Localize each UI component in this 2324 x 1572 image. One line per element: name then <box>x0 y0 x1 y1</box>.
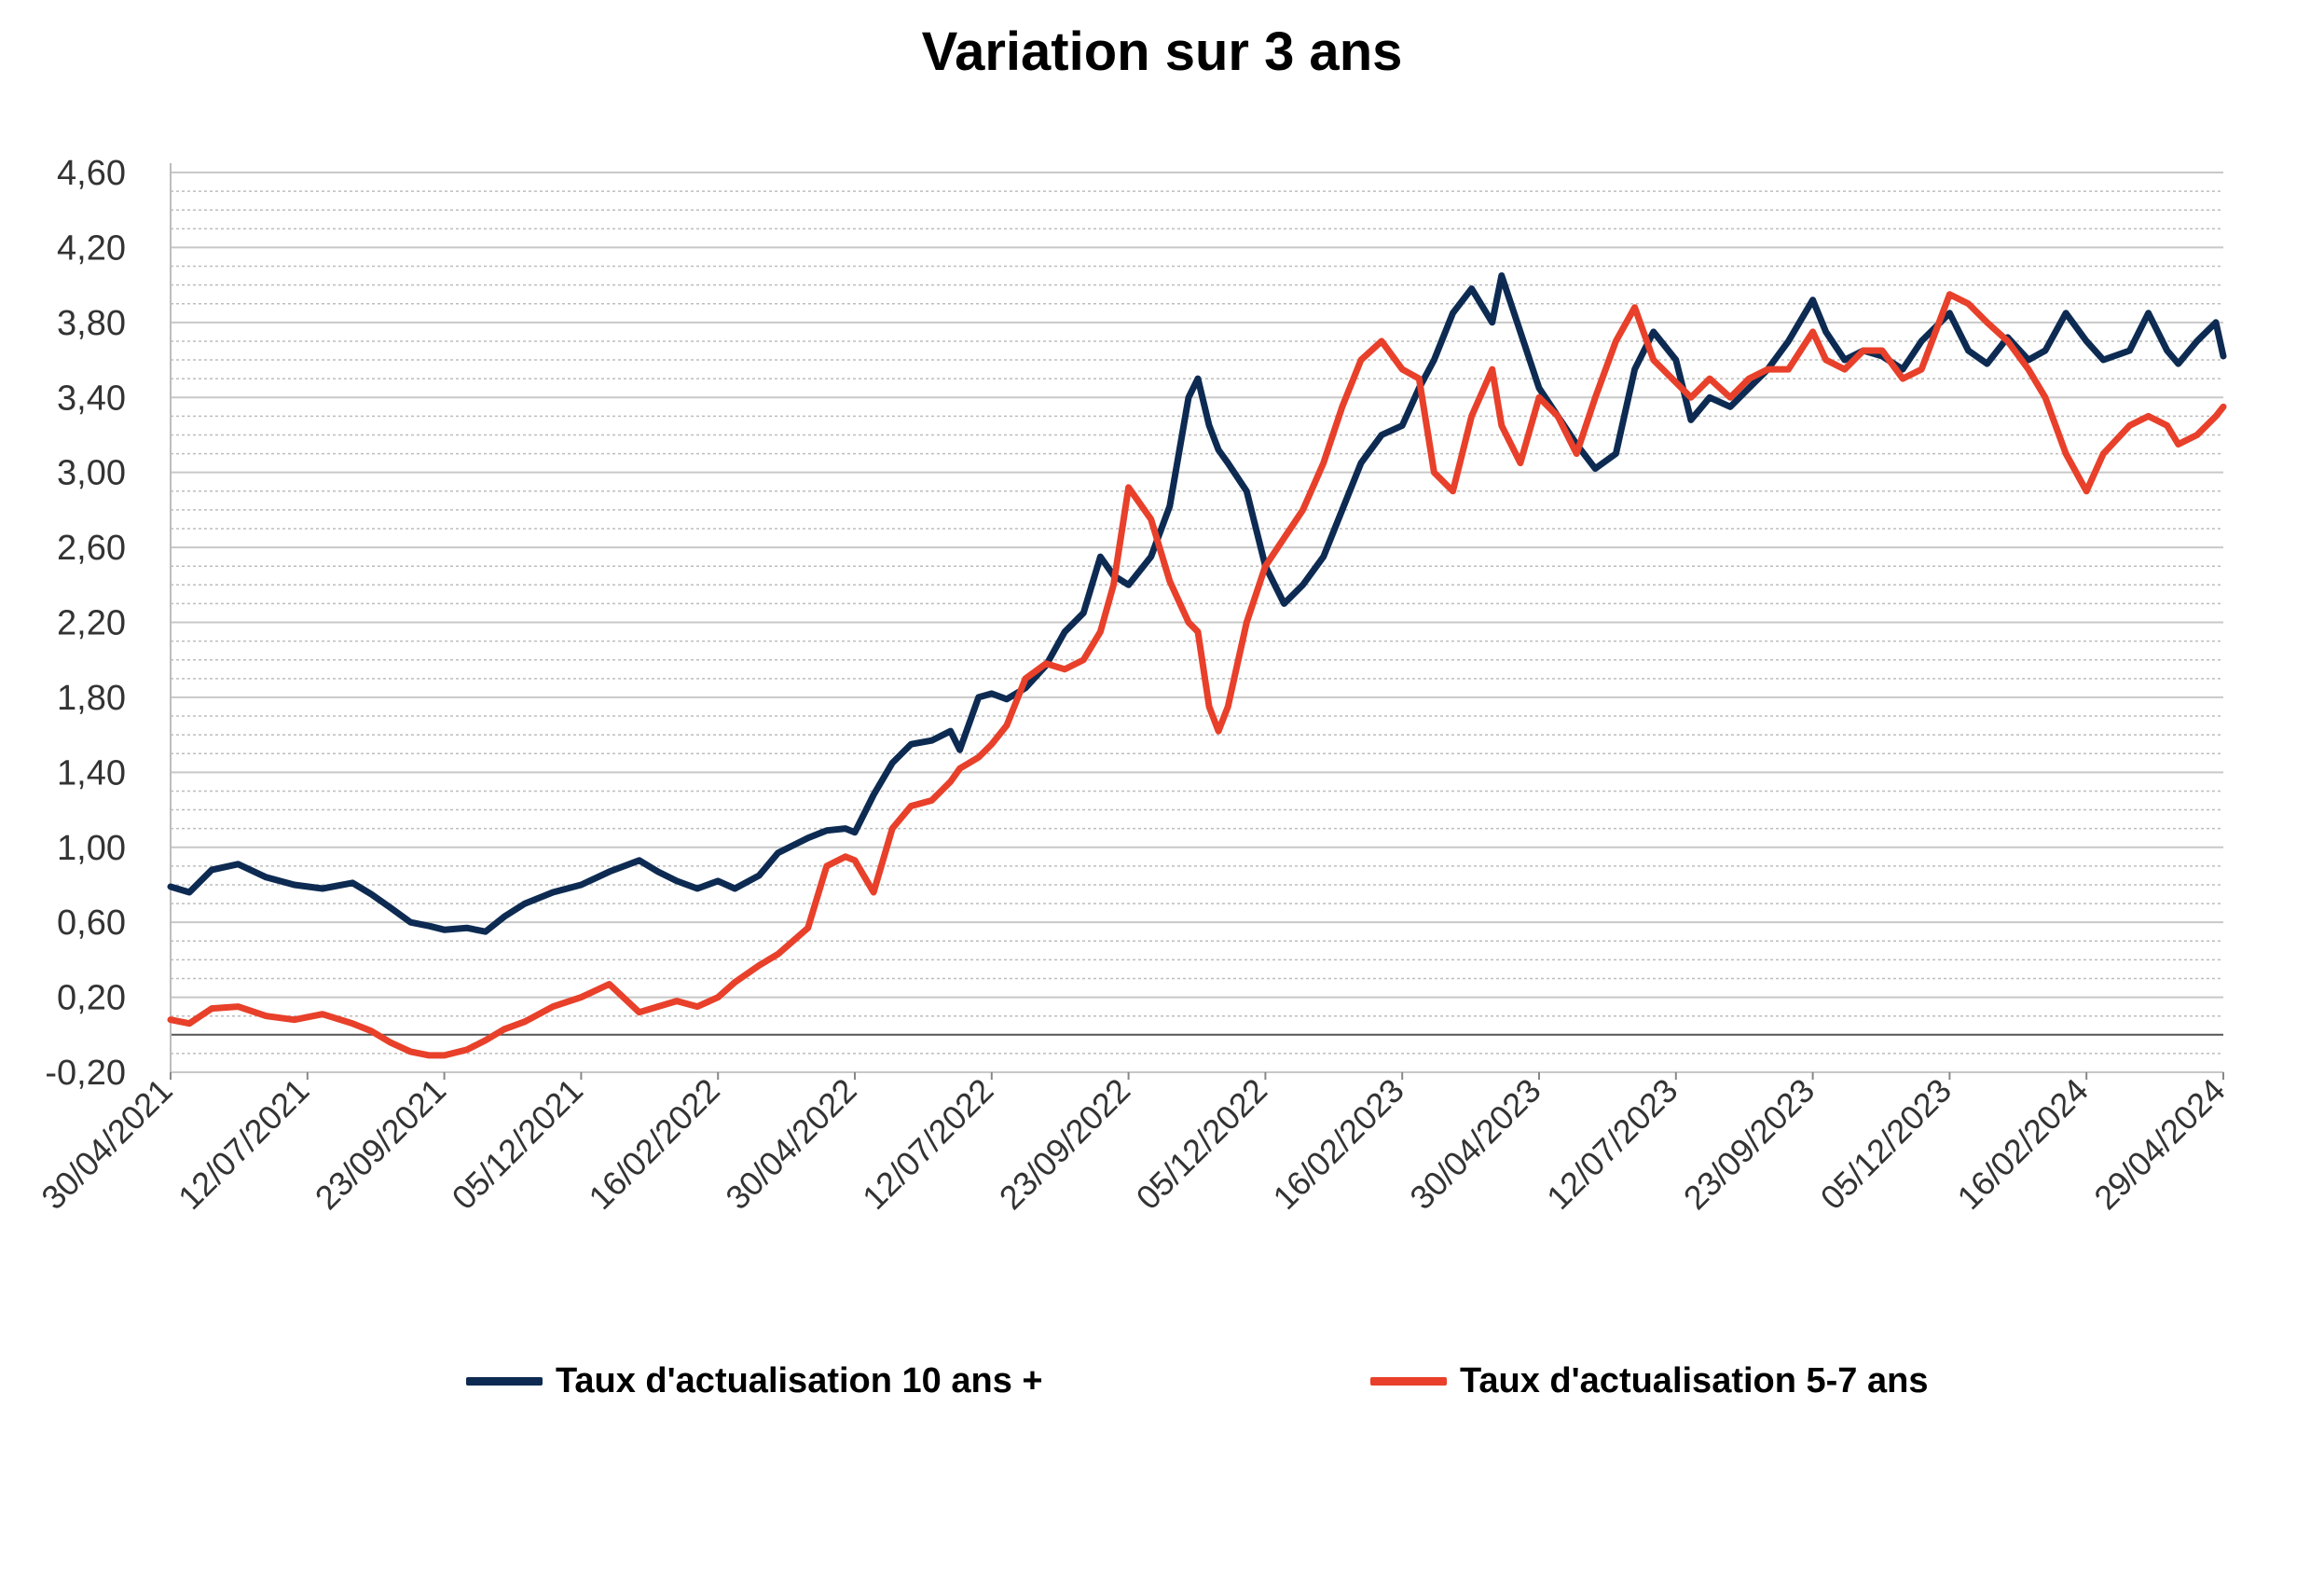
x-tick-label: 12/07/2022 <box>855 1071 1000 1217</box>
y-tick-label: 1,40 <box>57 753 126 793</box>
legend-swatch-5-7-ans <box>1370 1377 1447 1386</box>
x-tick-label: 30/04/2021 <box>34 1071 179 1217</box>
x-tick-label: 05/12/2022 <box>1129 1071 1274 1217</box>
x-tick-label: 05/12/2023 <box>1813 1071 1959 1217</box>
series-line-5-7-ans <box>167 291 2227 1059</box>
legend-swatch-10-ans <box>466 1377 543 1386</box>
chart-title: Variation sur 3 ans <box>921 21 1403 82</box>
y-tick-label: 4,60 <box>57 154 126 193</box>
x-tick-label: 16/02/2022 <box>581 1071 726 1217</box>
legend-label-5-7-ans: Taux d'actualisation 5-7 ans <box>1460 1361 1929 1400</box>
legend-label-10-ans: Taux d'actualisation 10 ans + <box>556 1361 1043 1400</box>
x-tick-label: 29/04/2024 <box>2086 1071 2232 1217</box>
series-lines <box>167 272 2227 1059</box>
x-tick-label: 05/12/2021 <box>445 1071 590 1217</box>
x-tick-label: 16/02/2023 <box>1265 1071 1410 1217</box>
legend-item-5-7-ans: Taux d'actualisation 5-7 ans <box>1370 1361 1928 1401</box>
x-tick-label: 23/09/2022 <box>992 1071 1137 1217</box>
x-tick-label: 12/07/2023 <box>1539 1071 1685 1217</box>
gridlines <box>170 163 2223 1073</box>
x-tick-label: 23/09/2023 <box>1676 1071 1822 1217</box>
y-tick-label: 3,00 <box>57 454 126 493</box>
y-tick-label: -0,20 <box>45 1054 126 1093</box>
legend-item-10-ans: Taux d'actualisation 10 ans + <box>466 1361 1043 1401</box>
x-tick-label: 30/04/2023 <box>1402 1071 1547 1217</box>
y-tick-label: 2,20 <box>57 604 126 643</box>
x-tick-label: 23/09/2021 <box>308 1071 453 1217</box>
y-tick-label: 0,20 <box>57 979 126 1018</box>
y-tick-label: 1,80 <box>57 679 126 718</box>
y-tick-label: 1,00 <box>57 829 126 868</box>
x-tick-label: 16/02/2024 <box>1949 1071 2095 1217</box>
y-tick-label: 3,80 <box>57 304 126 343</box>
x-axis-ticks: 30/04/202112/07/202123/09/202105/12/2021… <box>34 1071 2232 1217</box>
y-tick-label: 3,40 <box>57 379 126 418</box>
y-axis-ticks: 4,60 4,20 3,80 3,40 3,00 2,60 2,20 1,80 1,40 1,00… <box>45 154 126 1093</box>
y-tick-label: 0,60 <box>57 903 126 943</box>
y-tick-label: 2,60 <box>57 529 126 568</box>
y-tick-label: 4,20 <box>57 228 126 268</box>
x-tick-label: 30/04/2022 <box>718 1071 863 1217</box>
x-tick-label: 12/07/2021 <box>171 1071 316 1217</box>
